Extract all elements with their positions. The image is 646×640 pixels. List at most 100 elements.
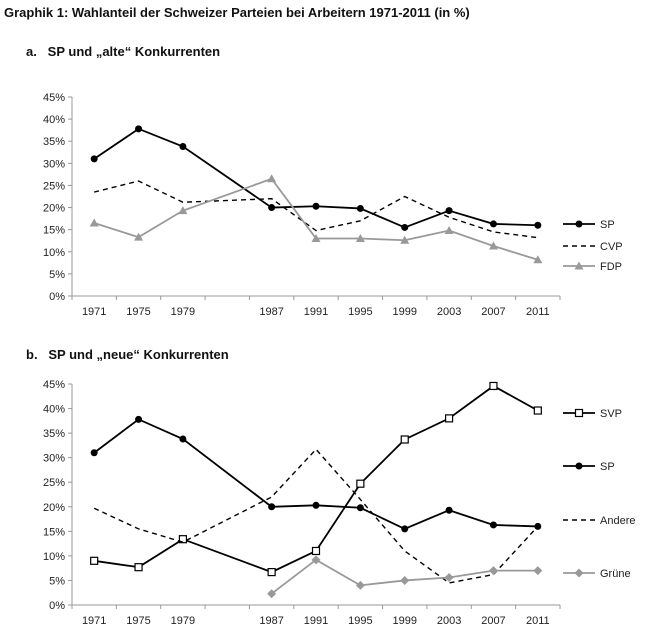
legend-marker: [575, 462, 583, 470]
data-point: [89, 218, 99, 227]
data-point: [90, 155, 98, 163]
series-line: [93, 448, 539, 584]
data-point: [400, 235, 410, 244]
series-fdp: FDP: [89, 174, 622, 273]
series-line: [93, 418, 538, 530]
legend-label: Grüne: [600, 568, 631, 580]
data-point: [90, 556, 99, 565]
data-point: [135, 125, 143, 133]
figure-title: Graphik 1: Wahlanteil der Schweizer Part…: [4, 5, 470, 20]
data-point: [400, 435, 409, 444]
x-tick-label: 2007: [481, 615, 505, 627]
data-point: [401, 223, 409, 231]
data-point: [444, 414, 454, 423]
series-andere: Andere: [93, 448, 635, 584]
data-point: [444, 572, 454, 582]
legend-label: SP: [600, 219, 615, 231]
y-tick-label: 0%: [49, 291, 65, 303]
x-tick-label: 2011: [526, 306, 550, 318]
y-tick-label: 15%: [43, 225, 65, 237]
data-point: [356, 204, 364, 212]
legend-marker: [574, 261, 584, 270]
data-point: [534, 221, 542, 229]
x-tick-label: 1987: [259, 306, 283, 318]
y-tick-label: 45%: [43, 92, 65, 104]
y-tick-label: 45%: [43, 379, 65, 391]
data-point: [311, 546, 321, 556]
data-point: [90, 449, 98, 457]
series-svp: SVP: [90, 381, 622, 577]
series-line: [94, 180, 538, 239]
y-tick-label: 30%: [43, 158, 65, 170]
legend-marker: [574, 568, 584, 578]
legend-marker: [574, 408, 584, 418]
data-point: [445, 207, 453, 215]
data-point: [267, 589, 277, 599]
x-tick-label: 1971: [82, 306, 106, 318]
y-tick-label: 20%: [43, 203, 65, 215]
x-tick-label: 1991: [304, 615, 328, 627]
data-point: [488, 241, 498, 250]
data-point: [444, 226, 454, 235]
data-point: [134, 232, 144, 241]
chart-a: 0% 5% 10% 15% 20% 25% 30% 35% 40% 45% 1971 1975 1979…: [43, 92, 623, 318]
data-point: [311, 555, 321, 565]
x-tick-label: 2011: [526, 615, 550, 627]
data-point: [489, 521, 497, 529]
chart-a-subtitle: a. SP und „alte“ Konkurrenten: [26, 44, 221, 59]
x-tick-label: 1999: [392, 615, 416, 627]
x-tick-label: 1999: [392, 306, 416, 318]
data-point: [179, 143, 187, 151]
data-point: [311, 234, 321, 243]
y-tick-label: 25%: [43, 180, 65, 192]
series-sp: SP: [90, 125, 615, 231]
data-point: [400, 575, 410, 585]
data-point: [533, 406, 542, 415]
data-point: [178, 535, 188, 544]
x-tick-label: 1975: [126, 615, 150, 627]
y-tick-label: 20%: [43, 502, 65, 514]
data-point: [401, 525, 409, 533]
legend-label: CVP: [600, 241, 623, 253]
series-line: [93, 127, 538, 229]
y-tick-label: 10%: [43, 551, 65, 563]
data-point: [533, 566, 543, 576]
y-tick-label: 25%: [43, 477, 65, 489]
x-tick-label: 1979: [171, 306, 195, 318]
x-tick-label: 2003: [437, 306, 461, 318]
y-tick-label: 40%: [43, 114, 65, 126]
y-tick-label: 5%: [49, 575, 65, 587]
x-tick-label: 1979: [171, 615, 195, 627]
series-line: [93, 177, 539, 261]
data-point: [356, 479, 365, 488]
data-point: [267, 174, 277, 183]
series-cvp: CVP: [94, 180, 623, 253]
data-point: [135, 415, 143, 423]
data-point: [268, 204, 276, 212]
x-tick-label: 1995: [348, 615, 372, 627]
data-point: [489, 381, 498, 391]
series-line: [94, 384, 539, 574]
data-point: [178, 206, 188, 215]
chart-b: 0% 5% 10% 15% 20% 25% 30% 35% 40% 45% 1971 1975 1979…: [43, 379, 636, 627]
series-sp: SP: [90, 415, 615, 533]
series-grüne: Grüne: [267, 555, 631, 599]
legend-marker: [575, 220, 583, 228]
legend-label: Andere: [600, 515, 635, 527]
data-point: [268, 503, 276, 511]
legend-label: FDP: [600, 261, 622, 273]
y-tick-label: 0%: [49, 600, 65, 612]
data-point: [355, 234, 365, 243]
chart-b-subtitle: b. SP und „neue“ Konkurrenten: [26, 347, 229, 362]
y-tick-label: 10%: [43, 247, 65, 259]
x-tick-label: 1991: [304, 306, 328, 318]
y-tick-label: 35%: [43, 136, 65, 148]
data-point: [489, 220, 497, 228]
legend-label: SP: [600, 461, 615, 473]
x-tick-label: 2003: [437, 615, 461, 627]
data-point: [445, 506, 453, 514]
data-point: [533, 255, 543, 264]
legend-label: SVP: [600, 408, 622, 420]
